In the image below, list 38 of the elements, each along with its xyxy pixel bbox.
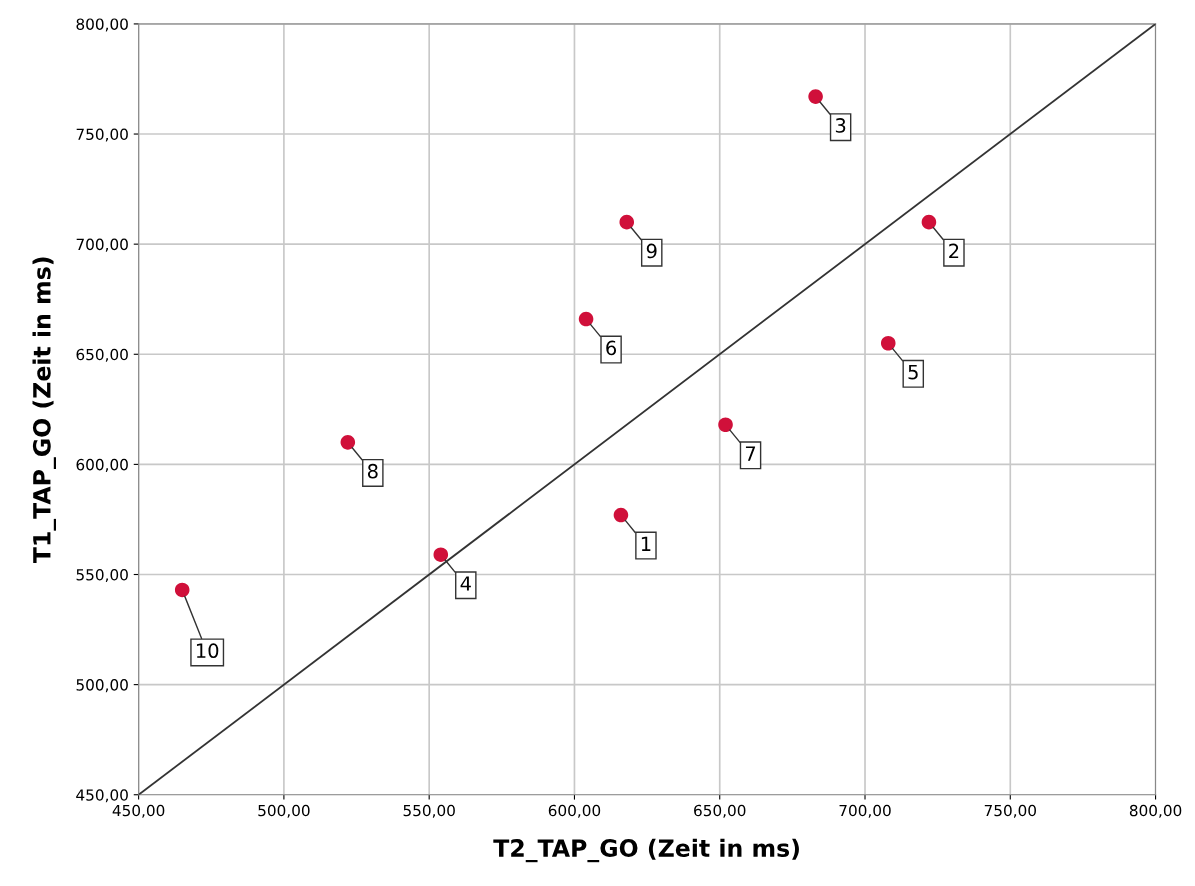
y-tick-label: 600,00 (76, 458, 128, 472)
x-tick-label: 550,00 (403, 804, 455, 818)
x-tick-label: 800,00 (1129, 804, 1182, 818)
x-tick-label: 650,00 (694, 804, 746, 818)
point (718, 417, 733, 433)
y-axis-title: T1_TAP_GO (Zeit in ms) (32, 257, 56, 564)
annotation: 1 (641, 536, 651, 551)
x-tick-label: 450,00 (112, 804, 165, 818)
y-tick-label: 650,00 (76, 348, 128, 362)
y-tick-label: 750,00 (76, 128, 128, 142)
point (921, 214, 937, 230)
point (340, 435, 356, 450)
y-tick-label: 800,00 (76, 18, 128, 32)
annotation: 6 (606, 340, 617, 356)
x-tick-label: 600,00 (548, 804, 601, 818)
annotation: 10 (196, 643, 219, 659)
point (174, 582, 190, 598)
point (880, 335, 896, 351)
point (808, 89, 823, 104)
point (578, 311, 594, 327)
annotation: 4 (460, 576, 471, 591)
annotation: 9 (646, 243, 657, 259)
x-tick-label: 750,00 (984, 804, 1036, 818)
annotation: 2 (949, 243, 959, 259)
x-tick-label: 500,00 (258, 804, 310, 818)
annotation: 3 (835, 118, 846, 133)
annotation: 5 (908, 365, 918, 380)
x-axis-title: T2_TAP_GO (Zeit in ms) (493, 838, 799, 863)
x-tick-label: 700,00 (839, 804, 891, 818)
y-tick-label: 500,00 (76, 679, 128, 693)
annotation: 8 (367, 463, 378, 479)
y-tick-label: 450,00 (76, 789, 128, 803)
point (433, 547, 449, 562)
annotation: 7 (745, 446, 756, 461)
point (619, 214, 635, 230)
y-tick-label: 700,00 (76, 238, 128, 252)
point (613, 507, 629, 523)
y-tick-label: 550,00 (76, 568, 128, 583)
